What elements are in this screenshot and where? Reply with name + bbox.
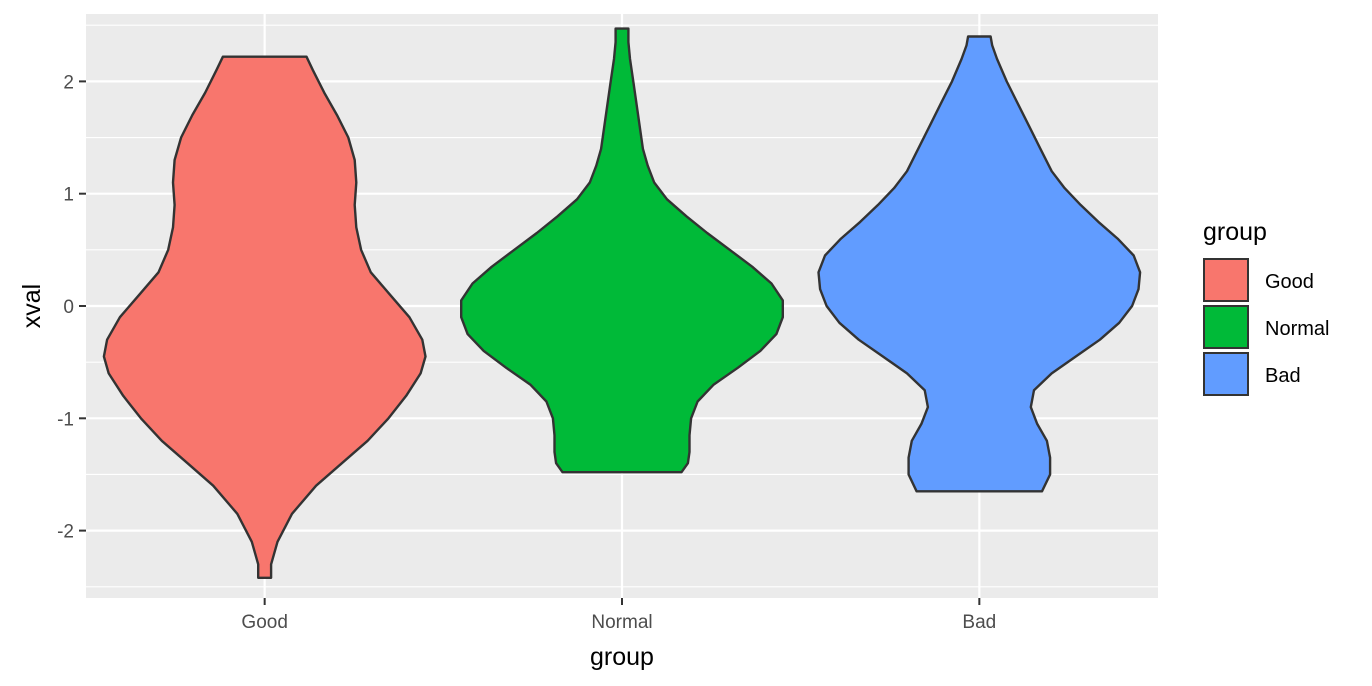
x-axis-title: group xyxy=(590,643,654,671)
y-tick-label: 1 xyxy=(63,185,74,206)
x-tick-label: Good xyxy=(241,612,287,633)
legend-key-good xyxy=(1203,258,1249,302)
legend-label: Normal xyxy=(1265,318,1329,340)
x-tick-label: Normal xyxy=(591,612,652,633)
violins xyxy=(102,27,1142,579)
x-tick-label: Bad xyxy=(962,612,996,633)
legend-key-normal xyxy=(1203,305,1249,349)
legend-label: Good xyxy=(1265,271,1314,293)
legend-title: group xyxy=(1203,218,1267,246)
y-tick-label: 2 xyxy=(63,72,74,93)
y-tick-label: 0 xyxy=(63,297,74,318)
y-axis-title: xval xyxy=(18,284,46,328)
y-tick-label: -1 xyxy=(57,409,74,430)
x-axis: Good Normal Bad xyxy=(241,598,996,633)
legend: group Good Normal Bad xyxy=(1203,218,1329,396)
y-axis: -2 -1 0 1 2 xyxy=(57,72,86,543)
legend-key-bad xyxy=(1203,352,1249,396)
violin-good xyxy=(102,55,427,579)
legend-label: Bad xyxy=(1265,365,1301,387)
violin-normal xyxy=(460,27,784,474)
y-tick-label: -2 xyxy=(57,522,74,543)
violin-bad xyxy=(817,35,1142,493)
